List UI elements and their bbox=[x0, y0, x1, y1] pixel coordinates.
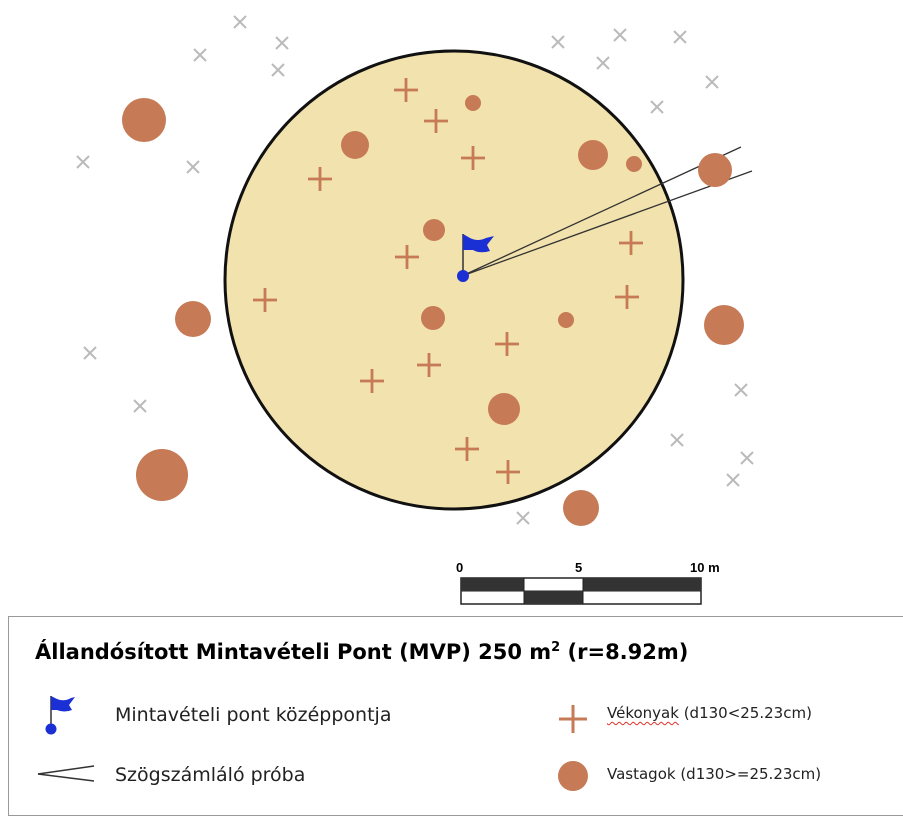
outside-marker bbox=[613, 28, 627, 42]
outside-marker bbox=[596, 56, 610, 70]
thick-tree bbox=[341, 131, 369, 159]
outside-marker bbox=[734, 383, 748, 397]
sample-plot-diagram: 0 5 10 m bbox=[76, 15, 754, 605]
thin-tree bbox=[461, 146, 485, 170]
thin-tree bbox=[417, 353, 441, 377]
outside-marker bbox=[83, 346, 97, 360]
scale-label-0: 0 bbox=[456, 560, 463, 575]
thick-tree bbox=[626, 156, 642, 172]
angle-gauge-lines bbox=[461, 146, 753, 277]
thin-tree bbox=[496, 460, 520, 484]
thin-tree bbox=[308, 167, 332, 191]
legend-title-sup: 2 bbox=[551, 640, 561, 655]
scale-seg-top-3 bbox=[583, 578, 701, 591]
thin-trees bbox=[253, 78, 643, 484]
outside-marker bbox=[233, 15, 247, 29]
outside-marker bbox=[271, 63, 285, 77]
thick-tree bbox=[465, 95, 481, 111]
legend-title: Állandósított Mintavételi Pont (MVP) 250… bbox=[35, 640, 688, 664]
circle-icon bbox=[558, 761, 588, 791]
angle-gauge-line-lower bbox=[461, 170, 753, 277]
thin-tree bbox=[360, 369, 384, 393]
thick-tree bbox=[698, 153, 732, 187]
center-flag-icon bbox=[457, 234, 494, 282]
angle-gauge-icon bbox=[37, 765, 95, 782]
thick-tree bbox=[704, 305, 744, 345]
scale-bar: 0 5 10 m bbox=[456, 560, 720, 605]
legend-title-tail: (r=8.92m) bbox=[560, 640, 689, 664]
thick-tree bbox=[558, 312, 574, 328]
legend-thin-suffix: (d130<25.23cm) bbox=[678, 704, 812, 722]
outside-marker bbox=[650, 100, 664, 114]
outside-tree-markers bbox=[76, 15, 754, 525]
legend-thin-label: Vékonyak (d130<25.23cm) bbox=[607, 704, 812, 722]
thin-tree bbox=[253, 288, 277, 312]
thick-tree bbox=[421, 306, 445, 330]
thin-tree bbox=[395, 245, 419, 269]
scale-label-10: 10 m bbox=[690, 560, 720, 575]
outside-marker bbox=[275, 36, 289, 50]
thick-trees bbox=[122, 95, 744, 526]
plot-circle bbox=[223, 49, 685, 511]
legend-center-label: Mintavételi pont középpontja bbox=[115, 704, 392, 726]
outside-marker bbox=[670, 433, 684, 447]
thick-tree bbox=[122, 98, 166, 142]
thick-tree bbox=[423, 219, 445, 241]
thick-tree bbox=[488, 393, 520, 425]
outside-marker bbox=[551, 35, 565, 49]
outside-marker bbox=[705, 75, 719, 89]
thin-tree bbox=[394, 78, 418, 102]
outside-marker bbox=[673, 30, 687, 44]
thin-tree bbox=[615, 285, 639, 309]
legend-angle-label: Szögszámláló próba bbox=[115, 764, 306, 786]
thick-tree bbox=[136, 449, 188, 501]
thick-tree bbox=[578, 140, 608, 170]
thin-tree bbox=[424, 109, 448, 133]
angle-gauge-line-upper bbox=[461, 146, 742, 277]
flag-icon bbox=[45, 696, 75, 735]
outside-marker bbox=[133, 399, 147, 413]
legend-thick-label: Vastagok (d130>=25.23cm) bbox=[607, 765, 822, 783]
thin-tree bbox=[455, 437, 479, 461]
outside-marker bbox=[516, 511, 530, 525]
plus-icon bbox=[559, 705, 587, 733]
scale-seg-top-1 bbox=[461, 578, 524, 591]
outside-marker bbox=[76, 155, 90, 169]
scale-seg-bottom-2 bbox=[524, 591, 583, 604]
thin-tree bbox=[619, 231, 643, 255]
outside-marker bbox=[193, 48, 207, 62]
legend-thin-prefix: Vékonyak bbox=[607, 704, 679, 722]
center-point bbox=[457, 270, 469, 282]
thin-tree bbox=[495, 332, 519, 356]
scale-label-5: 5 bbox=[575, 560, 582, 575]
outside-marker bbox=[726, 473, 740, 487]
outside-marker bbox=[186, 160, 200, 174]
thick-tree bbox=[175, 301, 211, 337]
outside-marker bbox=[740, 451, 754, 465]
legend-title-main: Állandósított Mintavételi Pont (MVP) 250… bbox=[35, 640, 552, 664]
thick-tree bbox=[563, 490, 599, 526]
flag-cloth bbox=[463, 234, 494, 253]
